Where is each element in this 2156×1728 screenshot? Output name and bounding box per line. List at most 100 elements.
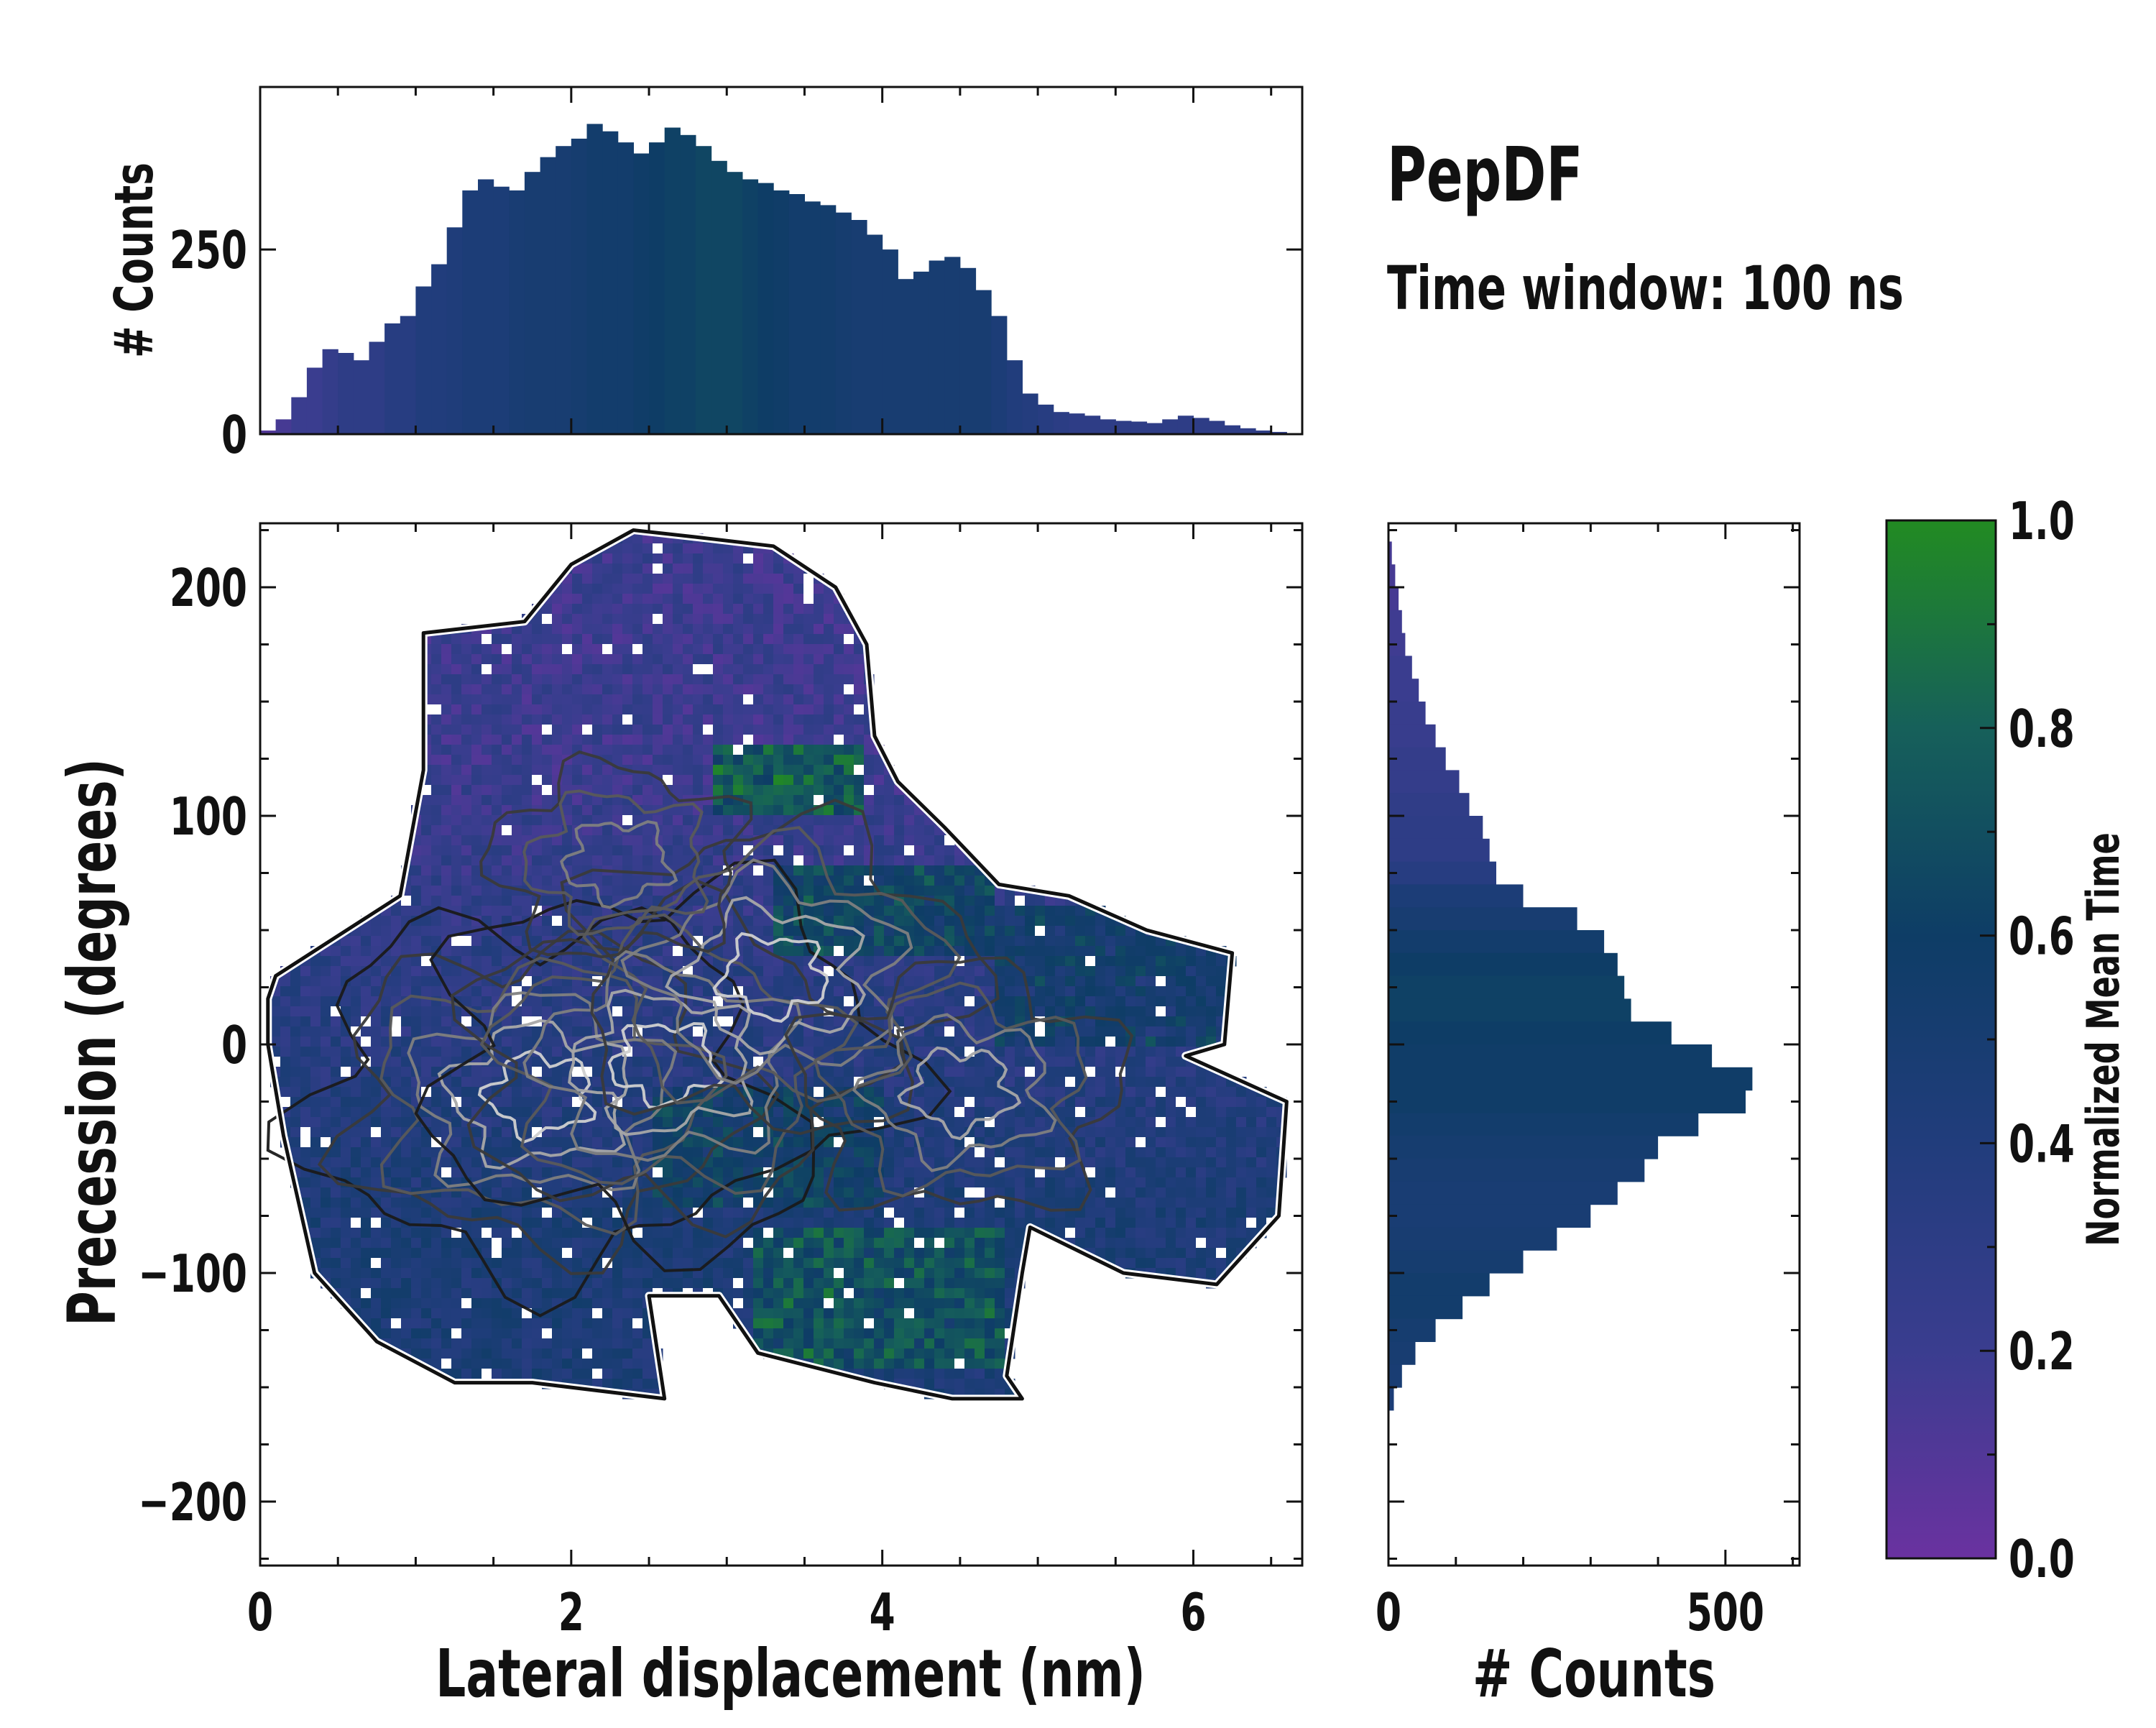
heatmap-cell	[1005, 1268, 1015, 1279]
heatmap-cell	[824, 936, 834, 947]
heatmap-cell	[331, 976, 341, 987]
heatmap-cell	[361, 996, 372, 1007]
heatmap-cell	[733, 553, 744, 564]
heatmap-cell	[592, 1198, 603, 1208]
heatmap-cell	[592, 1167, 603, 1178]
heatmap-cell	[321, 1037, 331, 1047]
heatmap-cell	[502, 1338, 512, 1349]
heatmap-cell	[814, 815, 824, 826]
heatmap-cell	[673, 704, 683, 715]
heatmap-cell	[310, 1107, 321, 1118]
heatmap-cell	[753, 1298, 764, 1309]
heatmap-cell	[502, 755, 512, 766]
heatmap-cell	[884, 1097, 895, 1108]
heatmap-cell	[733, 694, 744, 705]
heatmap-cell	[461, 1278, 472, 1289]
heatmap-cell	[552, 654, 563, 665]
heatmap-cell	[512, 1348, 522, 1359]
heatmap-cell	[461, 936, 472, 947]
heatmap-cell	[642, 1228, 653, 1238]
heatmap-cell	[975, 1127, 985, 1138]
heatmap-cell	[632, 1278, 643, 1289]
heatmap-cell	[371, 1127, 382, 1138]
heatmap-cell	[482, 906, 492, 916]
heatmap-cell	[844, 825, 854, 836]
heatmap-cell	[1005, 1127, 1015, 1138]
heatmap-cell	[964, 1238, 975, 1249]
heatmap-cell	[492, 1258, 502, 1269]
heatmap-cell	[733, 644, 744, 655]
heatmap-cell	[803, 644, 814, 655]
heatmap-cell	[461, 644, 472, 655]
heatmap-cell	[622, 1006, 633, 1017]
heatmap-cell	[683, 664, 694, 675]
heatmap-cell	[602, 564, 613, 574]
heatmap-cell	[321, 1228, 331, 1238]
heatmap-cell	[854, 966, 865, 977]
heatmap-cell	[461, 805, 472, 816]
heatmap-cell	[421, 825, 432, 836]
heatmap-cell	[482, 1308, 492, 1319]
heatmap-cell	[461, 845, 472, 856]
heatmap-cell	[733, 1137, 744, 1148]
heatmap-cell	[371, 1228, 382, 1238]
heatmap-cell	[602, 674, 613, 685]
heatmap-cell	[844, 1228, 854, 1238]
heatmap-cell	[492, 1348, 502, 1359]
heatmap-cell	[814, 644, 824, 655]
heatmap-cell	[502, 1278, 512, 1289]
heatmap-cell	[985, 1359, 995, 1369]
heatmap-cell	[693, 1187, 704, 1198]
heatmap-cell	[964, 1208, 975, 1218]
heatmap-cell	[632, 745, 643, 755]
heatmap-cell	[733, 684, 744, 695]
heatmap-cell	[653, 694, 663, 705]
heatmap-cell	[964, 916, 975, 927]
heatmap-cell	[954, 876, 965, 886]
heatmap-cell	[582, 1026, 593, 1037]
heatmap-cell	[361, 936, 372, 947]
heatmap-cell	[773, 785, 784, 796]
heatmap-cell	[492, 845, 502, 856]
top-histogram-bar	[525, 172, 540, 434]
heatmap-cell	[783, 604, 794, 615]
heatmap-cell	[783, 714, 794, 725]
heatmap-cell	[683, 594, 694, 605]
heatmap-cell	[451, 1268, 462, 1279]
heatmap-cell	[954, 1379, 965, 1389]
heatmap-cell	[773, 1298, 784, 1309]
heatmap-cell	[924, 906, 935, 916]
heatmap-cell	[401, 966, 412, 977]
heatmap-cell	[642, 564, 653, 574]
heatmap-cell	[411, 1177, 422, 1188]
heatmap-cell	[985, 986, 995, 997]
heatmap-cell	[653, 634, 663, 645]
heatmap-cell	[924, 886, 935, 896]
top-histogram-bar	[556, 146, 571, 434]
heatmap-cell	[854, 644, 865, 655]
heatmap-cell	[341, 1157, 351, 1168]
heatmap-cell	[954, 1268, 965, 1279]
heatmap-cell	[924, 1359, 935, 1369]
heatmap-cell	[834, 714, 844, 725]
heatmap-cell	[844, 835, 854, 846]
heatmap-cell	[562, 584, 573, 594]
heatmap-cell	[321, 996, 331, 1007]
heatmap-cell	[310, 1077, 321, 1088]
heatmap-cell	[502, 775, 512, 786]
heatmap-cell	[884, 1328, 895, 1339]
heatmap-cell	[471, 654, 482, 665]
heatmap-cell	[411, 1006, 422, 1017]
heatmap-cell	[622, 543, 633, 554]
heatmap-cell	[522, 1006, 533, 1017]
heatmap-cell	[451, 1298, 462, 1309]
heatmap-cell	[814, 634, 824, 645]
heatmap-cell	[512, 634, 522, 645]
heatmap-cell	[622, 1328, 633, 1339]
heatmap-cell	[441, 805, 452, 816]
heatmap-cell	[280, 1016, 291, 1027]
heatmap-cell	[954, 1067, 965, 1077]
heatmap-cell	[562, 1278, 573, 1289]
heatmap-cell	[461, 735, 472, 745]
heatmap-cell	[562, 1308, 573, 1319]
